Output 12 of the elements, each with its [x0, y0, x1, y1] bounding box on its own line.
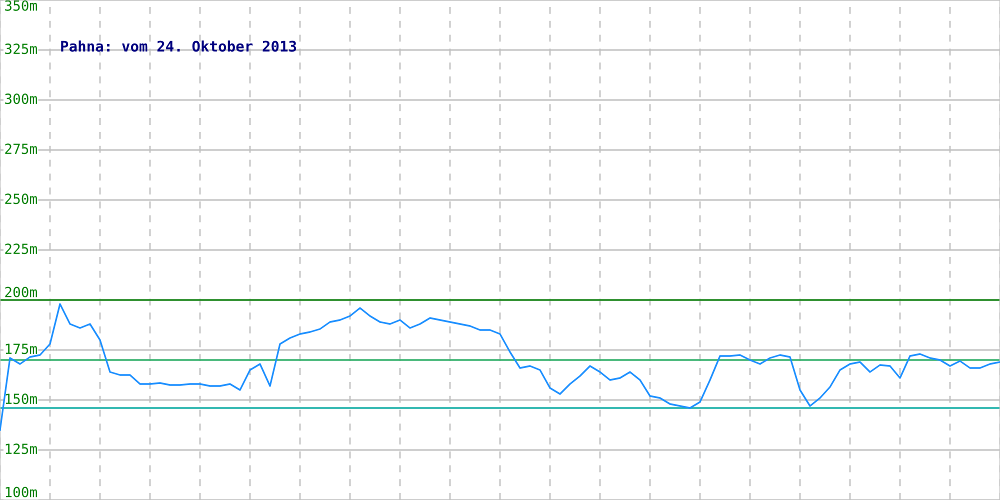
y-tick-label: 275m — [5, 144, 37, 154]
y-tick-label: 300m — [5, 94, 37, 104]
text: Pahna: vom 24. Oktober 2013 — [61, 40, 296, 52]
y-tick-label: 350m — [5, 0, 37, 11]
y-tick-label: 175m — [6, 344, 37, 354]
y-tick-label: 250m — [5, 194, 37, 204]
y-tick-label: 125m — [6, 444, 37, 454]
y-tick-label: 225m — [5, 244, 37, 254]
y-tick-label: 150m — [6, 394, 37, 404]
y-tick-label: 325m — [5, 44, 37, 54]
y-tick-label: 200m — [5, 286, 37, 298]
y-tick-label: 100m — [6, 486, 37, 498]
